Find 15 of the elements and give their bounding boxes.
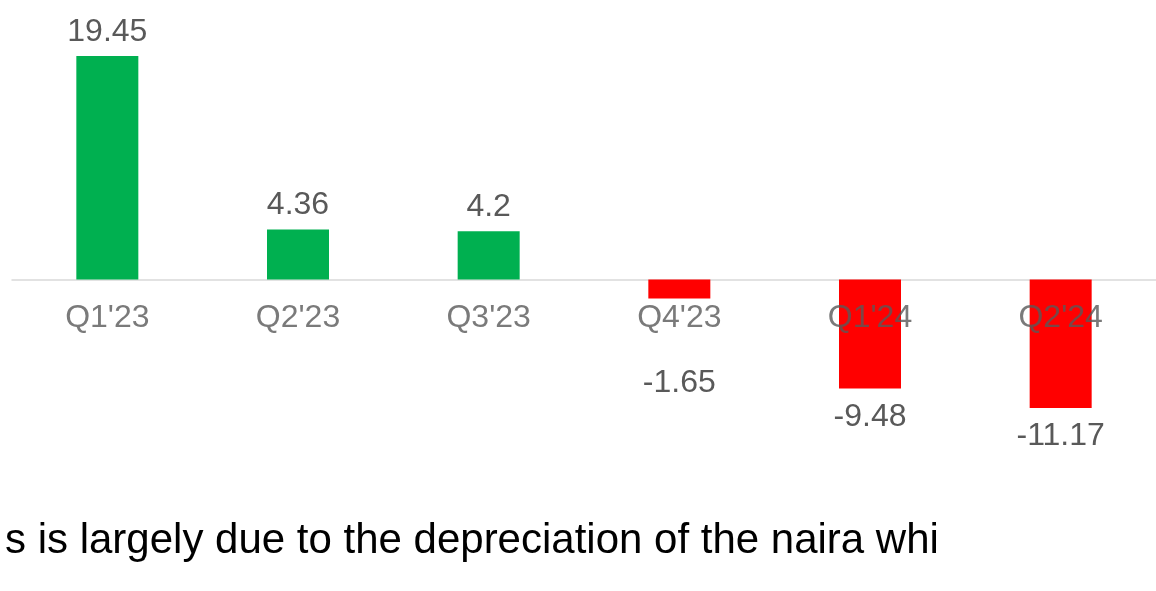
- data-label: -1.65: [642, 362, 716, 399]
- x-tick-label: Q2'23: [255, 297, 341, 334]
- data-label: 4.36: [266, 185, 330, 222]
- data-label: -11.17: [1016, 416, 1105, 452]
- data-label: -9.48: [833, 396, 907, 433]
- data-label: 4.2: [466, 187, 511, 224]
- text: s is largely due to the depreciation of the naira whi: [5, 514, 939, 562]
- x-tick-label: Q4'23: [637, 297, 722, 334]
- x-tick-label: Q3'23: [446, 297, 531, 334]
- bar: [648, 279, 711, 299]
- bar: [76, 56, 139, 280]
- bar: [457, 231, 520, 280]
- data-label: 19.45: [67, 12, 148, 48]
- x-tick-label: Q1'23: [65, 297, 150, 334]
- bar: [267, 229, 329, 280]
